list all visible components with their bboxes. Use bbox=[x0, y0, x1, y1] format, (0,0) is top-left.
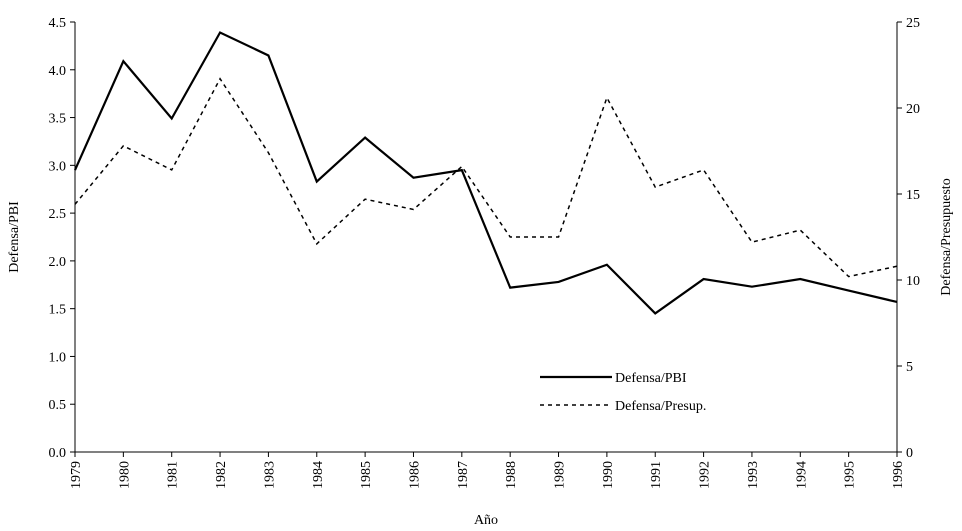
x-tick-label: 1982 bbox=[214, 461, 229, 489]
x-tick-label: 1987 bbox=[456, 461, 471, 489]
x-tick-label: 1985 bbox=[359, 461, 374, 489]
y-tick-label: 4.5 bbox=[49, 16, 67, 31]
legend-label: Defensa/Presup. bbox=[615, 399, 706, 414]
y2-tick-label: 0 bbox=[906, 446, 913, 461]
x-axis-title: Año bbox=[474, 513, 498, 528]
y2-tick-label: 5 bbox=[906, 360, 913, 375]
x-tick-label: 1993 bbox=[746, 461, 761, 489]
x-tick-label: 1989 bbox=[553, 461, 568, 489]
x-tick-label: 1991 bbox=[649, 461, 664, 489]
y-tick-label: 1.0 bbox=[49, 350, 67, 365]
legend-label: Defensa/PBI bbox=[615, 371, 687, 386]
y2-tick-label: 25 bbox=[906, 16, 920, 31]
series-line bbox=[74, 77, 898, 278]
y-tick-label: 0.5 bbox=[49, 398, 67, 413]
x-tick-label: 1983 bbox=[262, 461, 277, 489]
x-tick-label: 1986 bbox=[407, 461, 422, 489]
y2-axis-title: Defensa/Presupuesto bbox=[939, 178, 954, 295]
y-tick-label: 3.5 bbox=[49, 112, 67, 127]
x-tick-label: 1990 bbox=[601, 461, 616, 489]
x-tick-label: 1979 bbox=[69, 461, 84, 489]
y-tick-label: 3.0 bbox=[49, 159, 67, 174]
y-axis-title: Defensa/PBI bbox=[7, 201, 22, 273]
y2-tick-label: 10 bbox=[906, 274, 920, 289]
x-tick-label: 1988 bbox=[504, 461, 519, 489]
y-tick-label: 2.0 bbox=[49, 255, 67, 270]
series-line bbox=[73, 31, 898, 315]
y-tick-label: 2.5 bbox=[49, 207, 67, 222]
y-tick-label: 1.5 bbox=[49, 303, 67, 318]
x-tick-label: 1994 bbox=[794, 461, 809, 489]
y-tick-label: 4.0 bbox=[49, 64, 67, 79]
x-tick-label: 1996 bbox=[891, 461, 906, 489]
x-tick-label: 1984 bbox=[311, 461, 326, 489]
y2-tick-label: 20 bbox=[906, 102, 920, 117]
x-tick-label: 1995 bbox=[843, 461, 858, 489]
x-tick-label: 1992 bbox=[698, 461, 713, 489]
x-tick-label: 1981 bbox=[166, 461, 181, 489]
x-tick-label: 1980 bbox=[117, 461, 132, 489]
y-tick-label: 0.0 bbox=[49, 446, 67, 461]
y2-tick-label: 15 bbox=[906, 188, 920, 203]
